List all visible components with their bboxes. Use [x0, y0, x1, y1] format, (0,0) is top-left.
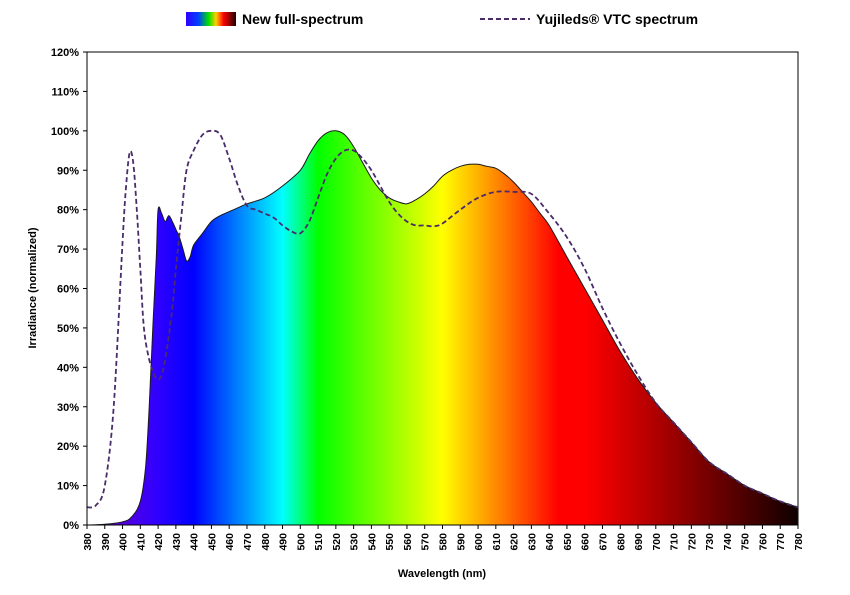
- x-tick-label: 610: [491, 533, 503, 551]
- y-tick-label: 100%: [51, 126, 79, 138]
- x-tick-label: 540: [366, 533, 378, 551]
- x-tick-label: 400: [118, 533, 130, 551]
- x-tick-label: 390: [100, 533, 112, 551]
- x-tick-label: 650: [562, 533, 574, 551]
- x-tick-label: 480: [260, 533, 272, 551]
- series-vtc-spectrum-line: [87, 129, 798, 509]
- legend: New full-spectrum Yujileds® VTC spectrum: [186, 11, 698, 27]
- x-tick-label: 520: [331, 533, 343, 551]
- x-tick-label: 630: [526, 533, 538, 551]
- y-tick-label: 120%: [51, 47, 79, 59]
- x-tick-label: 490: [278, 533, 290, 551]
- x-tick-label: 660: [580, 533, 592, 551]
- x-tick-label: 570: [420, 533, 432, 551]
- x-tick-label: 560: [402, 533, 414, 551]
- plot-area: [86, 51, 799, 526]
- x-tick-label: 680: [615, 533, 627, 551]
- legend-label-vtc-spectrum: Yujileds® VTC spectrum: [536, 11, 698, 27]
- x-tick-label: 500: [295, 533, 307, 551]
- y-tick-label: 40%: [57, 362, 79, 374]
- x-axis-ticks: 380 390 400 410 420 430 440 450 460 470 480 490 500 5…: [82, 525, 805, 551]
- y-tick-label: 110%: [51, 86, 79, 98]
- x-tick-label: 410: [135, 533, 147, 551]
- x-tick-label: 580: [438, 533, 450, 551]
- x-tick-label: 510: [313, 533, 325, 551]
- x-tick-label: 460: [224, 533, 236, 551]
- x-tick-label: 740: [722, 533, 734, 551]
- x-tick-label: 470: [242, 533, 254, 551]
- x-tick-label: 760: [757, 533, 769, 551]
- x-axis-title: Wavelength (nm): [398, 568, 487, 580]
- y-tick-label: 50%: [57, 323, 79, 335]
- legend-swatch-new-full-spectrum: [186, 12, 236, 26]
- x-tick-label: 750: [740, 533, 752, 551]
- x-tick-label: 450: [206, 533, 218, 551]
- y-tick-label: 20%: [57, 441, 79, 453]
- x-tick-label: 690: [633, 533, 645, 551]
- y-tick-label: 10%: [57, 481, 79, 493]
- y-tick-label: 60%: [57, 284, 79, 296]
- y-axis-ticks: 0% 10% 20% 30% 40% 50% 60% 70% 80% 90% 100% 110% 120…: [51, 47, 87, 532]
- x-tick-label: 380: [82, 533, 94, 551]
- x-tick-label: 550: [384, 533, 396, 551]
- x-tick-label: 530: [349, 533, 361, 551]
- x-tick-label: 710: [669, 533, 681, 551]
- legend-label-new-full-spectrum: New full-spectrum: [242, 11, 363, 27]
- y-tick-label: 70%: [57, 244, 79, 256]
- series-new-full-spectrum-area: [87, 130, 798, 525]
- x-tick-label: 590: [455, 533, 467, 551]
- x-tick-label: 430: [171, 533, 183, 551]
- x-tick-label: 720: [686, 533, 698, 551]
- x-tick-label: 600: [473, 533, 485, 551]
- y-tick-label: 90%: [57, 165, 79, 177]
- y-axis-title: Irradiance (normalized): [27, 227, 39, 348]
- x-tick-label: 770: [775, 533, 787, 551]
- x-tick-label: 440: [189, 533, 201, 551]
- x-tick-label: 780: [793, 533, 805, 551]
- x-tick-label: 730: [704, 533, 716, 551]
- x-tick-label: 620: [509, 533, 521, 551]
- x-tick-label: 670: [597, 533, 609, 551]
- x-tick-label: 420: [153, 533, 165, 551]
- x-tick-label: 700: [651, 533, 663, 551]
- x-tick-label: 640: [544, 533, 556, 551]
- y-tick-label: 80%: [57, 205, 79, 217]
- y-tick-label: 30%: [57, 402, 79, 414]
- y-tick-label: 0%: [63, 520, 79, 532]
